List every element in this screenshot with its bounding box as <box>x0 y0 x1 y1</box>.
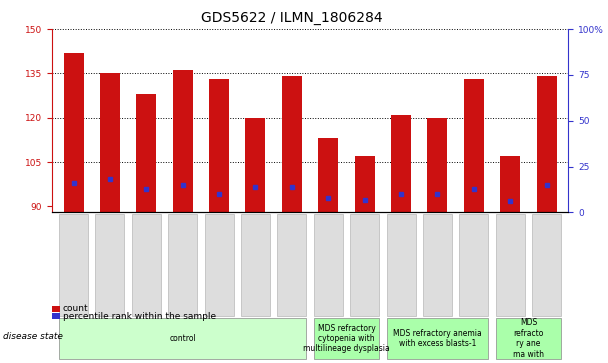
Bar <box>173 70 193 212</box>
Bar <box>500 156 520 212</box>
Text: disease state: disease state <box>3 332 63 341</box>
Bar <box>282 76 302 212</box>
Bar <box>318 138 338 212</box>
Bar <box>391 115 411 212</box>
Text: MDS refractory anemia
with excess blasts-1: MDS refractory anemia with excess blasts… <box>393 329 482 348</box>
Bar <box>537 76 557 212</box>
Text: percentile rank within the sample: percentile rank within the sample <box>63 312 216 321</box>
Text: control: control <box>169 334 196 343</box>
Bar <box>63 53 83 212</box>
Bar <box>354 156 375 212</box>
Bar <box>100 73 120 212</box>
Bar <box>246 118 266 212</box>
Bar <box>427 118 447 212</box>
Bar <box>464 79 484 212</box>
Text: count: count <box>63 305 88 313</box>
Bar <box>136 94 156 212</box>
Text: MDS
refracto
ry ane
ma with: MDS refracto ry ane ma with <box>513 318 544 359</box>
Text: GDS5622 / ILMN_1806284: GDS5622 / ILMN_1806284 <box>201 11 382 25</box>
Text: MDS refractory
cytopenia with
multilineage dysplasia: MDS refractory cytopenia with multilinea… <box>303 323 390 354</box>
Bar <box>209 79 229 212</box>
